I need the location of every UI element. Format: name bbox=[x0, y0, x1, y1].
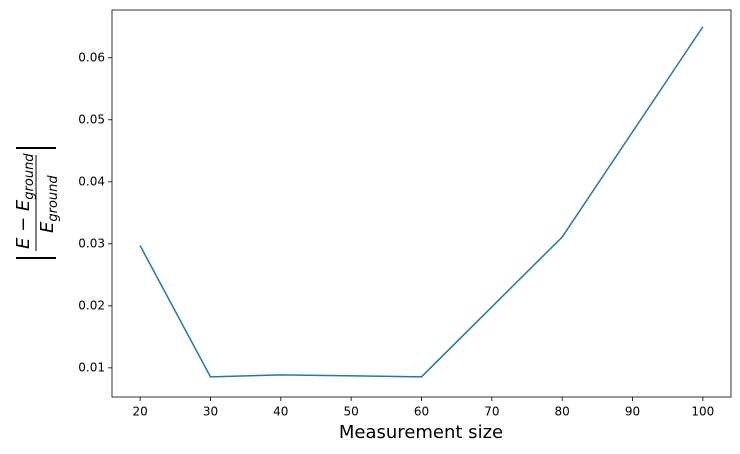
x-tick-label: 20 bbox=[132, 405, 147, 419]
y-tick-label: 0.01 bbox=[78, 360, 105, 374]
x-axis-label: Measurement size bbox=[339, 422, 503, 443]
x-tick-label: 80 bbox=[555, 405, 570, 419]
x-tick-label: 60 bbox=[414, 405, 429, 419]
x-tick-label: 50 bbox=[344, 405, 359, 419]
x-tick-label: 30 bbox=[203, 405, 218, 419]
x-tick-label: 100 bbox=[691, 405, 714, 419]
y-tick-label: 0.04 bbox=[78, 174, 105, 188]
numerator: E − Eground bbox=[13, 153, 37, 249]
y-tick-label: 0.02 bbox=[78, 298, 105, 312]
denominator-text: E bbox=[37, 221, 58, 233]
x-tick-label: 90 bbox=[625, 405, 640, 419]
y-tick-label: 0.05 bbox=[78, 112, 105, 126]
x-tick-label: 40 bbox=[273, 405, 288, 419]
y-tick-label: 0.06 bbox=[78, 50, 105, 64]
subscript: ground bbox=[22, 153, 37, 200]
x-tick-label: 70 bbox=[484, 405, 499, 419]
plot-frame bbox=[111, 9, 732, 398]
data-line bbox=[139, 26, 704, 378]
y-tick-label: 0.03 bbox=[78, 236, 105, 250]
denominator: Eground bbox=[37, 175, 61, 233]
numerator-text: E − E bbox=[13, 199, 34, 249]
subscript: ground bbox=[46, 175, 61, 222]
y-axis-label: E − Eground Eground bbox=[13, 147, 61, 259]
